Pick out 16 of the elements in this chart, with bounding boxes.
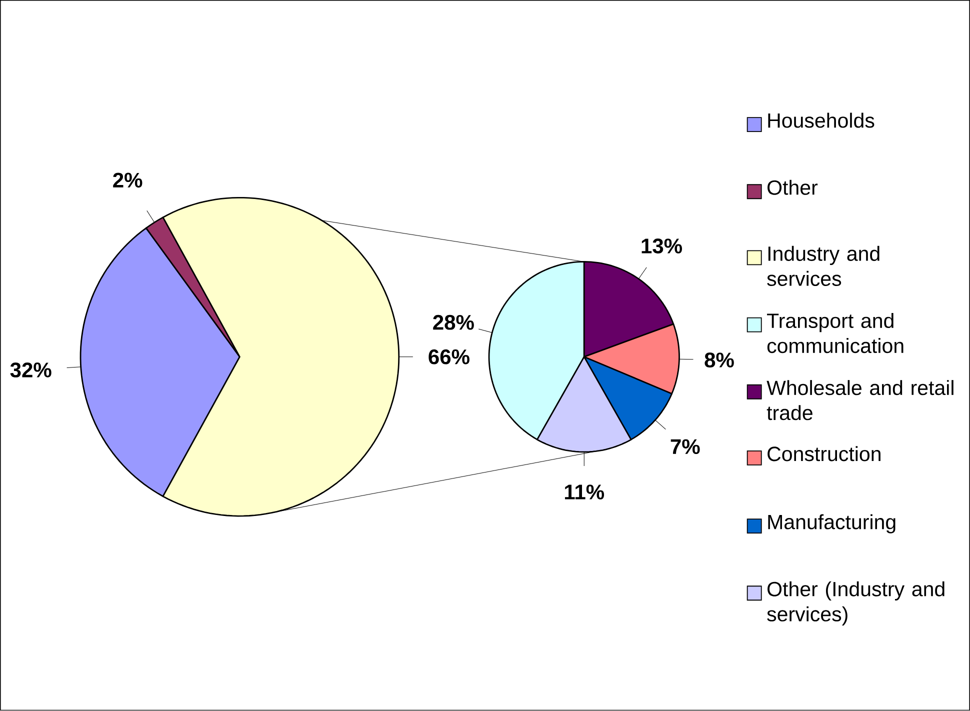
data-label: 8% xyxy=(704,352,734,368)
data-label: 11% xyxy=(564,484,604,500)
legend-label: Other xyxy=(768,180,818,196)
data-label: 7% xyxy=(670,439,700,454)
legend-label: Manufacturing xyxy=(768,514,896,534)
data-label: 32% xyxy=(10,362,52,378)
data-label: 66% xyxy=(428,350,470,364)
data-label: 13% xyxy=(642,238,682,254)
data-label: 28% xyxy=(433,315,474,330)
legend-label: Households xyxy=(768,112,874,128)
data-label: 2% xyxy=(113,172,142,188)
legend-label: Construction xyxy=(768,446,880,462)
legend-label: Other (Industry and services) xyxy=(767,581,944,626)
legend-label: Transport and communication xyxy=(767,313,904,354)
legend-label: Industry and services xyxy=(767,246,880,286)
legend-label: Wholesale and retail trade xyxy=(766,380,954,420)
